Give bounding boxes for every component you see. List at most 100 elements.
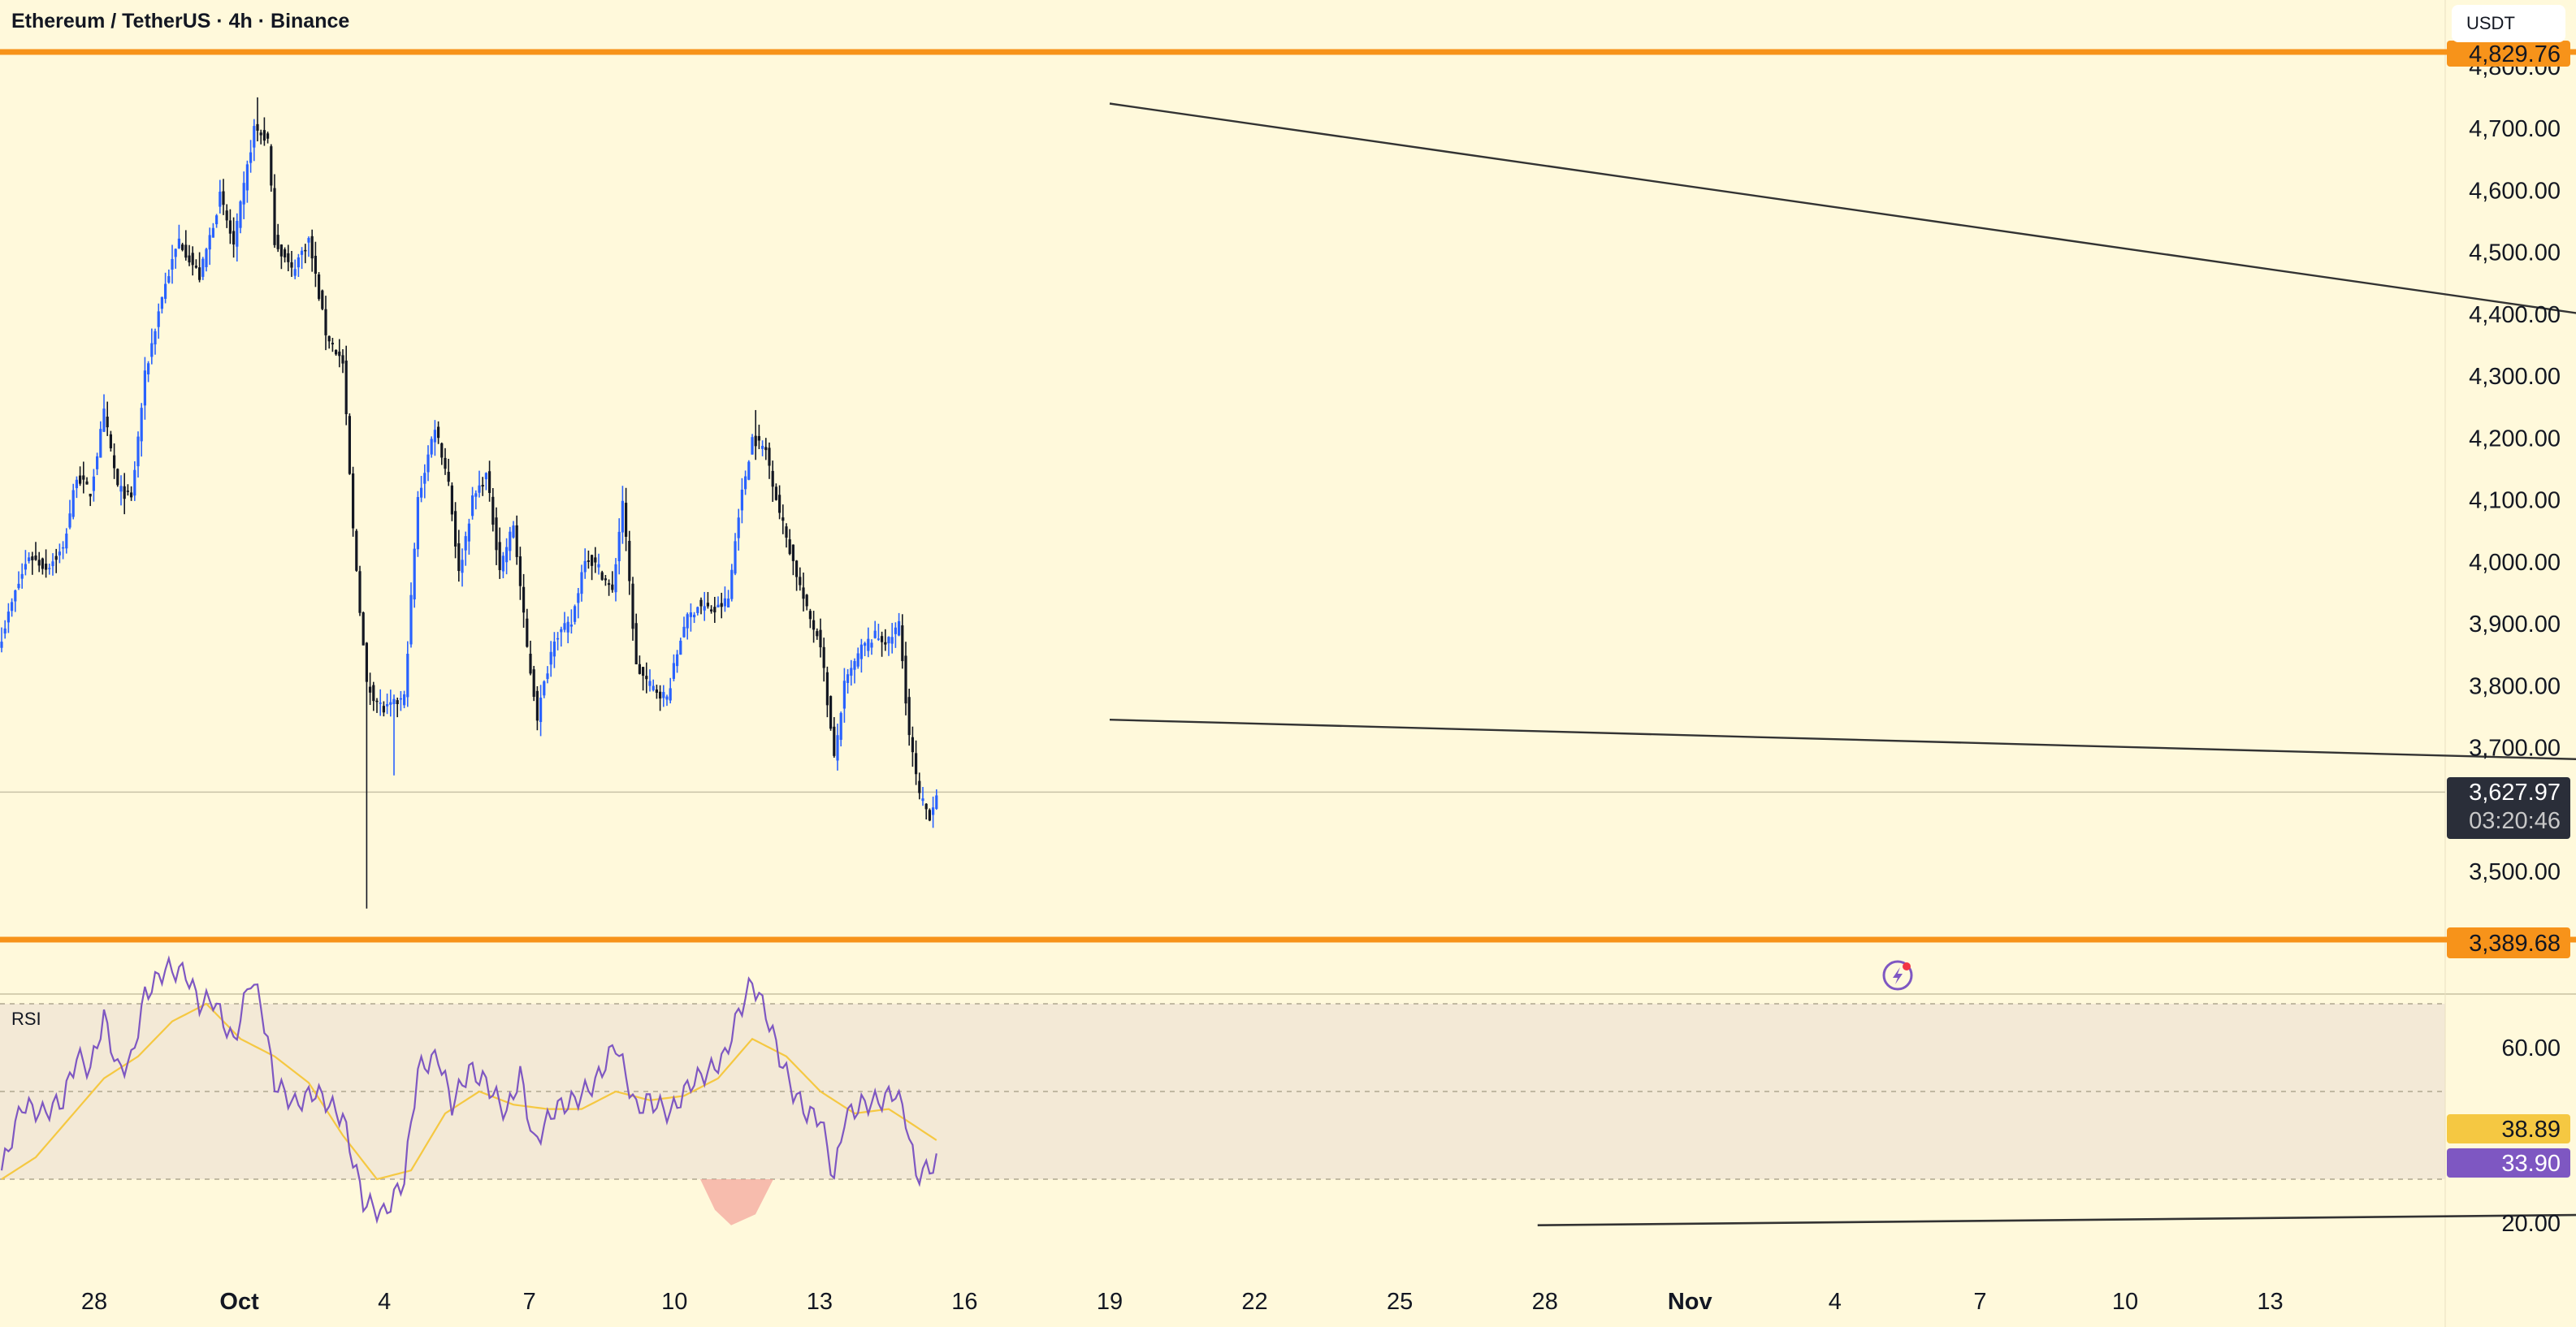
candle-body[interactable] bbox=[205, 249, 208, 268]
candle-body[interactable] bbox=[423, 473, 426, 484]
candle-body[interactable] bbox=[652, 685, 655, 690]
candle-body[interactable] bbox=[853, 661, 856, 670]
candle-body[interactable] bbox=[911, 737, 914, 753]
candle-body[interactable] bbox=[201, 258, 205, 277]
candle-body[interactable] bbox=[34, 555, 37, 560]
candle-body[interactable] bbox=[816, 631, 819, 637]
candle-body[interactable] bbox=[416, 497, 419, 550]
candle-body[interactable] bbox=[119, 486, 123, 492]
candle-body[interactable] bbox=[836, 735, 839, 761]
candle-body[interactable] bbox=[379, 702, 382, 704]
candle-body[interactable] bbox=[717, 604, 720, 607]
candle-body[interactable] bbox=[256, 123, 259, 131]
candle-body[interactable] bbox=[901, 625, 904, 662]
candle-body[interactable] bbox=[669, 688, 672, 701]
candle-body[interactable] bbox=[426, 454, 430, 473]
candle-body[interactable] bbox=[781, 517, 785, 521]
candle-body[interactable] bbox=[870, 642, 873, 648]
candle-body[interactable] bbox=[604, 578, 607, 581]
candle-body[interactable] bbox=[389, 702, 392, 705]
candle-body[interactable] bbox=[259, 132, 262, 136]
candle-body[interactable] bbox=[894, 627, 897, 634]
candle-body[interactable] bbox=[747, 461, 751, 480]
candle-body[interactable] bbox=[706, 603, 709, 607]
candle-body[interactable] bbox=[907, 697, 911, 736]
candle-body[interactable] bbox=[822, 646, 825, 668]
candle-body[interactable] bbox=[518, 556, 522, 586]
candle-body[interactable] bbox=[116, 469, 119, 486]
candle-body[interactable] bbox=[154, 331, 157, 345]
candle-body[interactable] bbox=[887, 637, 890, 644]
candle-body[interactable] bbox=[842, 681, 846, 709]
candle-body[interactable] bbox=[662, 692, 665, 698]
candle-body[interactable] bbox=[710, 609, 713, 612]
candle-body[interactable] bbox=[239, 201, 242, 228]
candle-body[interactable] bbox=[512, 525, 515, 538]
candle-body[interactable] bbox=[744, 476, 747, 490]
candle-body[interactable] bbox=[648, 681, 652, 686]
candle-body[interactable] bbox=[194, 266, 197, 268]
candle-body[interactable] bbox=[498, 542, 501, 571]
candle-body[interactable] bbox=[109, 434, 112, 449]
candle-body[interactable] bbox=[188, 255, 191, 263]
candle-body[interactable] bbox=[225, 210, 228, 221]
candle-body[interactable] bbox=[625, 503, 628, 537]
candle-body[interactable] bbox=[659, 691, 662, 699]
candle-body[interactable] bbox=[450, 485, 453, 515]
candle-body[interactable] bbox=[54, 555, 58, 560]
candle-body[interactable] bbox=[362, 612, 365, 646]
candle-body[interactable] bbox=[751, 437, 754, 455]
candle-body[interactable] bbox=[932, 807, 935, 815]
candle-body[interactable] bbox=[757, 435, 760, 441]
candle-body[interactable] bbox=[191, 253, 194, 266]
candle-body[interactable] bbox=[321, 290, 324, 309]
candle-body[interactable] bbox=[808, 611, 812, 620]
candle-body[interactable] bbox=[560, 629, 563, 633]
candle-body[interactable] bbox=[444, 457, 447, 469]
candle-body[interactable] bbox=[290, 262, 293, 268]
candle-body[interactable] bbox=[737, 517, 740, 538]
candle-body[interactable] bbox=[676, 654, 679, 667]
candle-body[interactable] bbox=[791, 544, 794, 561]
candle-body[interactable] bbox=[160, 296, 163, 309]
candle-body[interactable] bbox=[539, 698, 543, 723]
candle-body[interactable] bbox=[211, 227, 214, 238]
candle-body[interactable] bbox=[106, 417, 109, 428]
candle-body[interactable] bbox=[386, 703, 389, 707]
candle-body[interactable] bbox=[856, 653, 859, 667]
candle-body[interactable] bbox=[509, 531, 512, 551]
candle-body[interactable] bbox=[358, 571, 362, 613]
candle-body[interactable] bbox=[788, 539, 791, 555]
candle-body[interactable] bbox=[699, 599, 703, 607]
candle-body[interactable] bbox=[915, 753, 918, 775]
candle-body[interactable] bbox=[58, 551, 61, 555]
candle-body[interactable] bbox=[0, 642, 3, 648]
candle-body[interactable] bbox=[488, 471, 491, 493]
candle-body[interactable] bbox=[174, 249, 177, 257]
candle-body[interactable] bbox=[284, 249, 287, 257]
candle-body[interactable] bbox=[665, 696, 669, 700]
candle-body[interactable] bbox=[126, 491, 129, 492]
candle-body[interactable] bbox=[6, 612, 10, 623]
candle-body[interactable] bbox=[526, 618, 529, 647]
candle-body[interactable] bbox=[372, 685, 375, 702]
candle-body[interactable] bbox=[143, 370, 146, 406]
candle-body[interactable] bbox=[771, 470, 774, 487]
candle-body[interactable] bbox=[819, 629, 822, 648]
candle-body[interactable] bbox=[505, 547, 509, 563]
candle-body[interactable] bbox=[529, 653, 532, 674]
candle-body[interactable] bbox=[764, 447, 768, 451]
candle-body[interactable] bbox=[543, 681, 546, 696]
candle-body[interactable] bbox=[79, 475, 82, 484]
candle-body[interactable] bbox=[890, 637, 894, 644]
candle-body[interactable] bbox=[75, 479, 78, 489]
candle-body[interactable] bbox=[580, 572, 583, 594]
candle-body[interactable] bbox=[689, 612, 692, 617]
candle-body[interactable] bbox=[628, 541, 631, 581]
candle-body[interactable] bbox=[642, 667, 645, 676]
candle-body[interactable] bbox=[236, 221, 239, 247]
candle-body[interactable] bbox=[382, 706, 385, 713]
candle-body[interactable] bbox=[310, 236, 314, 259]
candle-body[interactable] bbox=[51, 561, 54, 567]
candle-body[interactable] bbox=[774, 486, 777, 500]
